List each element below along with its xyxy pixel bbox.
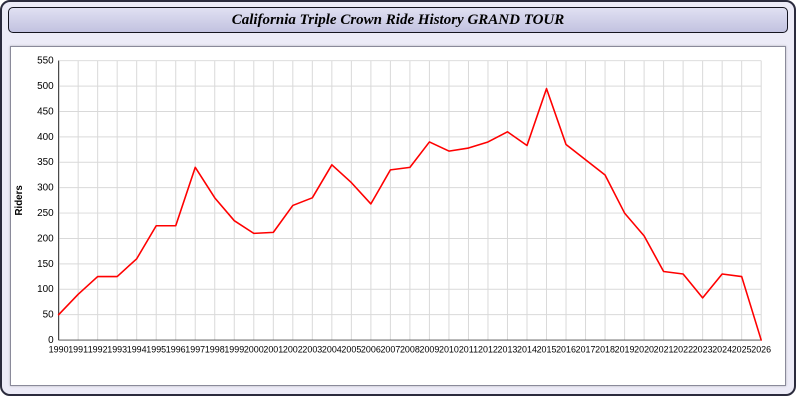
svg-text:2002: 2002 xyxy=(283,345,303,355)
svg-text:1995: 1995 xyxy=(146,345,166,355)
svg-text:1999: 1999 xyxy=(224,345,244,355)
svg-text:1998: 1998 xyxy=(205,345,225,355)
svg-text:500: 500 xyxy=(37,81,54,92)
svg-text:1994: 1994 xyxy=(127,345,147,355)
svg-text:250: 250 xyxy=(37,208,54,219)
svg-text:2008: 2008 xyxy=(400,345,420,355)
svg-text:350: 350 xyxy=(37,157,54,168)
svg-text:2011: 2011 xyxy=(459,345,478,355)
svg-text:2010: 2010 xyxy=(439,345,459,355)
svg-text:2012: 2012 xyxy=(478,345,498,355)
svg-text:Riders: Riders xyxy=(14,185,25,216)
svg-text:2013: 2013 xyxy=(498,345,518,355)
page-title: California Triple Crown Ride History GRA… xyxy=(231,11,565,28)
svg-text:550: 550 xyxy=(37,56,54,67)
svg-text:2026: 2026 xyxy=(751,345,771,355)
svg-text:2003: 2003 xyxy=(302,345,322,355)
svg-text:400: 400 xyxy=(37,132,54,143)
title-bar: California Triple Crown Ride History GRA… xyxy=(8,7,788,33)
svg-text:2001: 2001 xyxy=(263,345,283,355)
svg-text:2009: 2009 xyxy=(419,345,439,355)
svg-text:1990: 1990 xyxy=(49,345,69,355)
svg-text:2004: 2004 xyxy=(322,345,342,355)
svg-text:100: 100 xyxy=(37,284,54,295)
ride-history-line-chart: 1990 1991 1992 1993 1994 1995 1996 1997 1998 1999… xyxy=(14,56,771,355)
svg-text:2025: 2025 xyxy=(732,345,752,355)
svg-text:1993: 1993 xyxy=(107,345,127,355)
svg-text:200: 200 xyxy=(37,233,54,244)
svg-text:2018: 2018 xyxy=(595,345,615,355)
svg-text:2000: 2000 xyxy=(244,345,264,355)
svg-text:2014: 2014 xyxy=(517,345,537,355)
svg-text:300: 300 xyxy=(37,183,54,194)
svg-text:150: 150 xyxy=(37,259,54,270)
svg-text:450: 450 xyxy=(37,106,54,117)
svg-text:2019: 2019 xyxy=(615,345,635,355)
svg-text:2016: 2016 xyxy=(556,345,576,355)
svg-text:2015: 2015 xyxy=(537,345,557,355)
svg-text:2006: 2006 xyxy=(361,345,381,355)
chart-panel: 1990 1991 1992 1993 1994 1995 1996 1997 1998 1999… xyxy=(10,46,786,386)
svg-text:50: 50 xyxy=(43,310,55,321)
svg-text:1996: 1996 xyxy=(166,345,186,355)
svg-text:2005: 2005 xyxy=(341,345,361,355)
svg-text:2020: 2020 xyxy=(634,345,654,355)
svg-text:2021: 2021 xyxy=(654,345,674,355)
svg-text:2022: 2022 xyxy=(673,345,693,355)
svg-text:2017: 2017 xyxy=(576,345,596,355)
svg-text:1997: 1997 xyxy=(185,345,205,355)
svg-text:1992: 1992 xyxy=(88,345,108,355)
svg-text:2007: 2007 xyxy=(380,345,400,355)
svg-text:1991: 1991 xyxy=(68,345,88,355)
svg-text:0: 0 xyxy=(48,335,54,346)
svg-text:2023: 2023 xyxy=(693,345,713,355)
svg-text:2024: 2024 xyxy=(712,345,732,355)
